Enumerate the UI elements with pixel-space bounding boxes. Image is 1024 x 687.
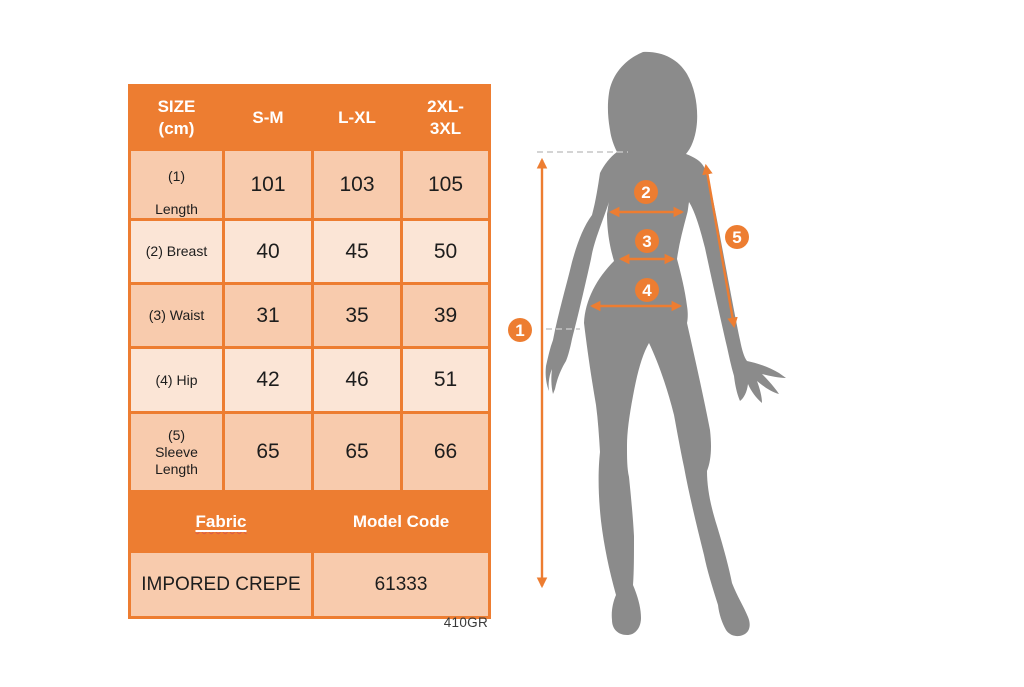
- value-cell: 66: [400, 411, 491, 494]
- header-cell-size: SIZE (cm): [128, 84, 225, 151]
- value-cell: 46: [311, 346, 403, 415]
- marker-4-circle: [635, 278, 659, 302]
- value-cell: 65: [222, 411, 314, 494]
- table-row-breast: (2) Breast 40 45 50: [128, 218, 491, 286]
- model-code-header-cell: Model Code: [311, 490, 491, 554]
- fabric-header-cell: Fabric: [128, 490, 314, 554]
- value-cell: 39: [400, 282, 491, 350]
- measurement-figure: 1 2 3 4 5: [508, 51, 786, 637]
- marker-5-number: 5: [732, 228, 741, 247]
- marker-5-circle: [725, 225, 749, 249]
- marker-5-badge: 5: [725, 225, 749, 249]
- sleeve-arrow: [702, 163, 738, 329]
- value-cell: 101: [222, 147, 314, 222]
- marker-1-circle: [508, 318, 532, 342]
- value-cell: 40: [222, 218, 314, 286]
- table-row-waist: (3) Waist 31 35 39: [128, 282, 491, 350]
- row-label-length: (1) Length: [128, 147, 225, 222]
- table-row-hip: (4) Hip 42 46 51: [128, 346, 491, 415]
- row-label-length-num: (1): [167, 167, 186, 184]
- marker-2-circle: [634, 180, 658, 204]
- model-code-label: Model Code: [352, 512, 450, 532]
- header-cell-lxl: L-XL: [311, 84, 403, 151]
- table-header-row: SIZE (cm) S-M L-XL 2XL- 3XL: [128, 84, 491, 151]
- fabric-label: Fabric: [195, 512, 247, 532]
- marker-4-badge: 4: [635, 278, 659, 302]
- row-label-breast: (2) Breast: [128, 218, 225, 286]
- value-cell: 51: [400, 346, 491, 415]
- body-silhouette: [545, 51, 786, 637]
- marker-1-number: 1: [515, 321, 524, 340]
- fabric-value-cell: IMPORED CREPE: [128, 550, 314, 620]
- row-label-waist: (3) Waist: [128, 282, 225, 350]
- size-table: SIZE (cm) S-M L-XL 2XL- 3XL (1) Length 1…: [128, 84, 491, 620]
- marker-2-badge: 2: [634, 180, 658, 204]
- header-cell-sm: S-M: [222, 84, 314, 151]
- value-cell: 31: [222, 282, 314, 350]
- table-row-fabric-header: Fabric Model Code: [128, 490, 491, 554]
- value-cell: 45: [311, 218, 403, 286]
- header-cell-2xl3xl: 2XL- 3XL: [400, 84, 491, 151]
- value-cell: 65: [311, 411, 403, 494]
- row-label-hip: (4) Hip: [128, 346, 225, 415]
- row-label-sleeve-length: (5) Sleeve Length: [128, 411, 225, 494]
- table-row-sleeve-length: (5) Sleeve Length 65 65 66: [128, 411, 491, 494]
- table-row-length: (1) Length 101 103 105: [128, 147, 491, 222]
- value-cell: 35: [311, 282, 403, 350]
- value-cell: 42: [222, 346, 314, 415]
- marker-3-number: 3: [642, 232, 651, 251]
- marker-4-number: 4: [642, 281, 652, 300]
- value-cell: 103: [311, 147, 403, 222]
- marker-3-circle: [635, 229, 659, 253]
- model-code-value-cell: 61333: [311, 550, 491, 620]
- table-row-fabric-values: IMPORED CREPE 61333: [128, 550, 491, 620]
- weight-note: 410GR: [443, 615, 488, 630]
- row-label-length-word: Length: [155, 201, 198, 218]
- marker-3-badge: 3: [635, 229, 659, 253]
- value-cell: 105: [400, 147, 491, 222]
- value-cell: 50: [400, 218, 491, 286]
- marker-1-badge: 1: [508, 318, 532, 342]
- marker-2-number: 2: [641, 183, 650, 202]
